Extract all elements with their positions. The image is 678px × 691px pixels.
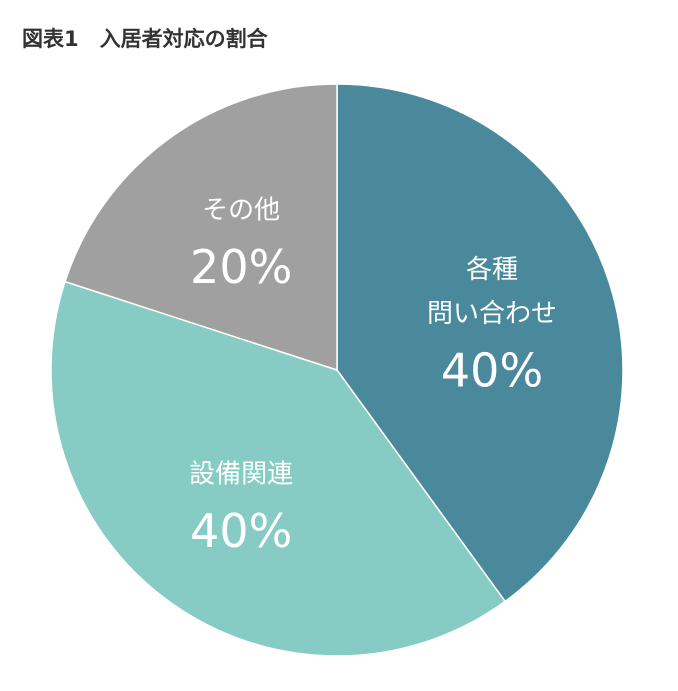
chart-title: 図表1 入居者対応の割合 (22, 27, 269, 51)
pie-slice (64, 83, 338, 372)
pie-slice (50, 280, 507, 657)
slice-label: 設備関連 (189, 459, 293, 489)
slice-label: 各種問い合わせ (427, 255, 557, 329)
value-label: 40% (190, 504, 292, 558)
value-label: 20% (190, 240, 292, 294)
value-label: 40% (441, 344, 543, 398)
pie-slice (336, 83, 624, 603)
slice-label: その他 (202, 195, 280, 225)
